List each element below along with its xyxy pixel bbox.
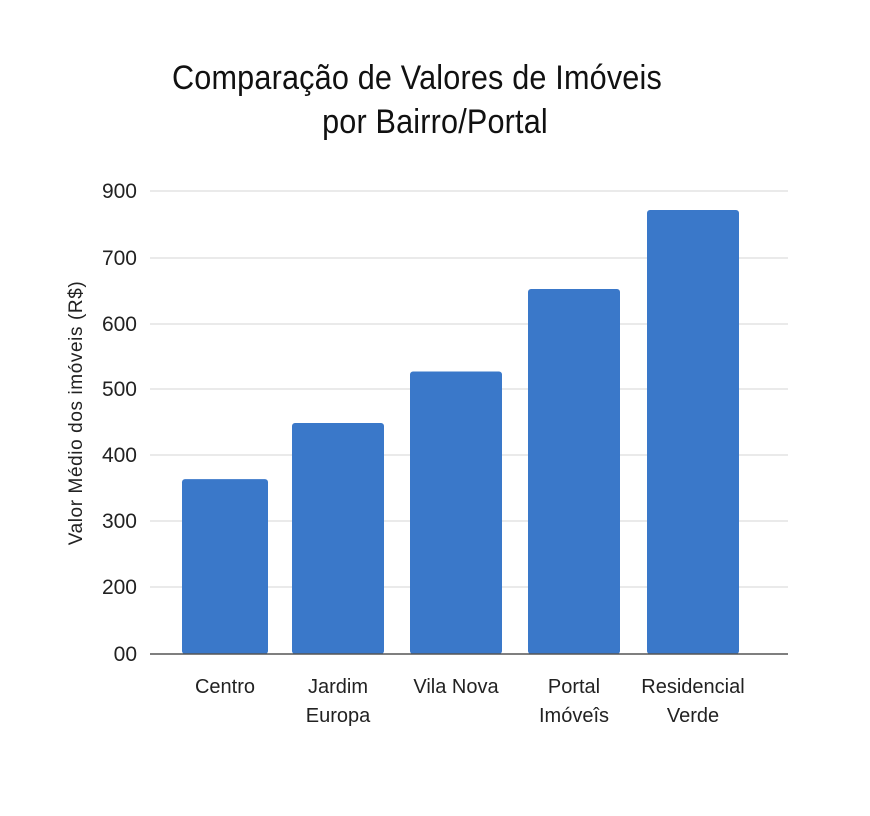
x-category-label: Vila Nova (413, 676, 499, 698)
bar (647, 210, 739, 654)
y-tick-label: 00 (114, 643, 137, 666)
x-category-label-line: Jardim (308, 676, 368, 698)
x-category-label-line: Verde (667, 705, 719, 727)
y-tick-labels: 900 700 600 500 400 300 200 00 (102, 180, 137, 666)
y-tick-label: 600 (102, 313, 137, 336)
x-category-label: Centro (195, 676, 255, 698)
chart-title: Comparação de Valores de Imóveis por Bai… (44, 56, 827, 144)
bars (182, 210, 739, 654)
x-category-label: Jardim Europa (306, 676, 371, 727)
chart-title-line-1: Comparação de Valores de Imóveis (172, 59, 662, 97)
bar (528, 289, 620, 654)
x-category-label-line: Vila Nova (413, 676, 499, 698)
bar (292, 423, 384, 654)
y-tick-label: 400 (102, 444, 137, 467)
y-tick-label: 500 (102, 378, 137, 401)
x-category-label-line: Europa (306, 705, 371, 727)
y-tick-label: 200 (102, 576, 137, 599)
x-category-label: Residencial Verde (641, 676, 744, 727)
x-category-label-line: Portal (548, 676, 600, 698)
y-axis-label: Valor Médio dos imóveis (R$) (66, 281, 87, 546)
bar (182, 479, 268, 654)
bar (410, 371, 502, 654)
y-tick-label: 900 (102, 180, 137, 203)
y-tick-label: 300 (102, 510, 137, 533)
x-category-label-line: Residencial (641, 676, 744, 698)
x-category-label-line: Centro (195, 676, 255, 698)
y-tick-label: 700 (102, 247, 137, 270)
x-category-label-line: Imóveîs (539, 705, 609, 727)
chart-title-line-2: por Bairro/Portal (322, 103, 548, 141)
category-labels: Centro Jardim Europa Vila Nova Portal Imóveîs… (195, 676, 745, 727)
x-category-label: Portal Imóveîs (539, 676, 609, 727)
